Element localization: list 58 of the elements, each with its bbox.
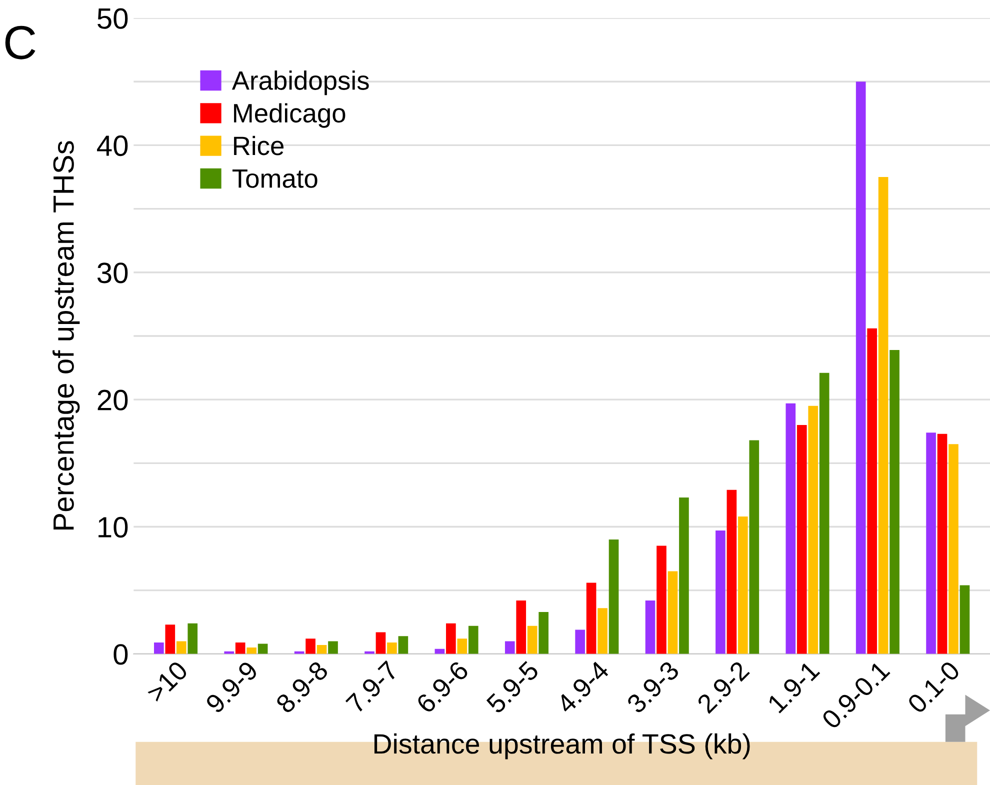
bar <box>608 539 619 654</box>
bar <box>948 444 958 654</box>
bar <box>457 638 468 654</box>
x-tick-label: >10 <box>146 660 189 704</box>
bar <box>176 641 186 654</box>
y-tick-label: 10 <box>98 516 128 538</box>
bar <box>786 403 796 654</box>
bar <box>316 645 327 654</box>
legend-label: Medicago <box>234 103 346 128</box>
bar <box>516 600 526 654</box>
bar <box>246 648 256 654</box>
bar <box>398 636 408 654</box>
y-tick-label: 20 <box>98 390 128 410</box>
bar <box>867 328 877 654</box>
bar <box>890 350 900 654</box>
y-axis-title: Percentage of upstream THSs <box>52 141 80 530</box>
bar <box>306 638 316 654</box>
bar <box>668 571 678 654</box>
bar <box>645 600 656 654</box>
bar <box>856 82 866 654</box>
bar <box>376 632 386 654</box>
text: C <box>5 26 36 60</box>
legend-label: Rice <box>234 136 284 156</box>
bar <box>738 516 748 654</box>
bar <box>527 626 538 654</box>
bar <box>598 608 608 654</box>
bar <box>960 585 970 654</box>
bar <box>586 582 596 654</box>
bar <box>154 642 164 654</box>
bar <box>504 641 515 654</box>
bar <box>679 497 689 654</box>
bar <box>749 440 760 654</box>
bar <box>726 490 737 654</box>
bar <box>188 623 198 654</box>
y-tick-label: 30 <box>97 262 128 284</box>
bar <box>235 642 246 654</box>
bar <box>575 630 585 654</box>
legend-label: Tomato <box>232 169 318 188</box>
bar <box>656 546 666 654</box>
bar <box>446 623 456 654</box>
bar <box>165 624 176 654</box>
bar <box>328 641 338 654</box>
legend-label: Arabidopsis <box>232 70 369 96</box>
bar <box>808 406 818 654</box>
bar <box>387 642 397 654</box>
bar <box>937 434 948 654</box>
bar <box>796 425 807 654</box>
bar <box>926 432 936 654</box>
y-tick-label: 0 <box>114 644 128 665</box>
bar <box>819 372 830 654</box>
x-axis-title: Distance upstream of TSS (kb) <box>374 733 750 760</box>
bar <box>716 530 726 654</box>
bar <box>258 644 268 654</box>
bar <box>468 626 478 654</box>
bar <box>538 612 548 654</box>
y-tick-label: 40 <box>97 135 128 156</box>
y-tick-label: 50 <box>98 8 128 29</box>
bar <box>878 177 888 654</box>
